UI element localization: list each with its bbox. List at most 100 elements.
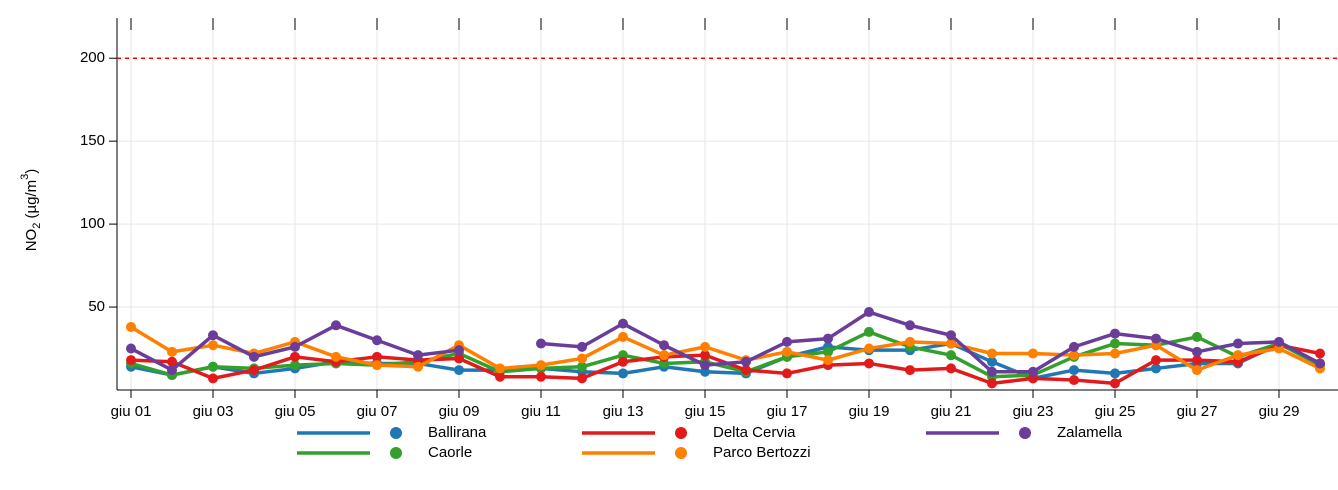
x-tick-label: giu 27 bbox=[1177, 403, 1218, 420]
data-point bbox=[1110, 368, 1120, 379]
data-point bbox=[1110, 338, 1120, 349]
y-tick-label: 200 bbox=[80, 49, 105, 66]
data-point bbox=[618, 368, 628, 379]
data-point bbox=[1233, 338, 1243, 349]
data-point bbox=[905, 365, 915, 376]
data-point bbox=[1192, 355, 1202, 366]
data-point bbox=[659, 340, 669, 351]
data-point bbox=[372, 351, 382, 362]
data-point bbox=[495, 371, 505, 382]
legend-label: Ballirana bbox=[428, 424, 487, 441]
legend-marker bbox=[390, 427, 402, 439]
x-tick-label: giu 07 bbox=[357, 403, 398, 420]
data-point bbox=[946, 338, 956, 349]
legend-marker bbox=[390, 447, 402, 459]
data-point bbox=[208, 373, 218, 384]
data-point bbox=[1069, 365, 1079, 376]
x-tick-label: giu 05 bbox=[275, 403, 316, 420]
data-point bbox=[987, 356, 997, 367]
data-point bbox=[495, 363, 505, 374]
data-point bbox=[618, 356, 628, 367]
data-point bbox=[290, 360, 300, 371]
data-point bbox=[577, 353, 587, 364]
data-point bbox=[700, 350, 710, 361]
legend-label: Zalamella bbox=[1057, 424, 1123, 441]
data-point bbox=[659, 350, 669, 361]
data-point bbox=[700, 341, 710, 352]
data-point bbox=[1233, 350, 1243, 361]
x-tick-label: giu 11 bbox=[521, 403, 561, 420]
data-point bbox=[1274, 336, 1284, 347]
data-point bbox=[1069, 350, 1079, 361]
data-point bbox=[618, 318, 628, 329]
data-point bbox=[1028, 366, 1038, 377]
legend-marker bbox=[1019, 427, 1031, 439]
data-point bbox=[454, 365, 464, 376]
data-point bbox=[946, 330, 956, 341]
data-point bbox=[249, 351, 259, 362]
data-point bbox=[1028, 348, 1038, 359]
x-tick-label: giu 09 bbox=[439, 403, 480, 420]
data-point bbox=[167, 346, 177, 357]
data-point bbox=[454, 353, 464, 364]
data-point bbox=[372, 360, 382, 371]
data-point bbox=[946, 363, 956, 374]
data-point bbox=[577, 341, 587, 352]
data-point bbox=[577, 361, 587, 372]
data-point bbox=[536, 338, 546, 349]
data-point bbox=[1069, 341, 1079, 352]
data-point bbox=[741, 356, 751, 367]
data-point bbox=[618, 331, 628, 342]
data-point bbox=[782, 346, 792, 357]
y-tick-label: 150 bbox=[80, 132, 105, 149]
data-point bbox=[249, 365, 259, 376]
data-point bbox=[454, 345, 464, 356]
data-point bbox=[823, 333, 833, 344]
data-point bbox=[905, 320, 915, 331]
data-point bbox=[1151, 363, 1161, 374]
data-point bbox=[1315, 358, 1325, 369]
data-point bbox=[987, 378, 997, 389]
x-tick-label: giu 23 bbox=[1013, 403, 1054, 420]
x-tick-label: giu 01 bbox=[111, 403, 152, 420]
data-point bbox=[782, 368, 792, 379]
data-point bbox=[126, 321, 136, 332]
data-point bbox=[700, 360, 710, 371]
data-point bbox=[1192, 365, 1202, 376]
data-point bbox=[1069, 375, 1079, 386]
data-point bbox=[1110, 348, 1120, 359]
y-tick-label: 100 bbox=[80, 215, 105, 232]
data-point bbox=[577, 373, 587, 384]
data-point bbox=[946, 350, 956, 361]
data-point bbox=[1151, 355, 1161, 366]
legend-label: Delta Cervia bbox=[713, 424, 796, 441]
data-point bbox=[413, 361, 423, 372]
data-point bbox=[864, 358, 874, 369]
data-point bbox=[413, 350, 423, 361]
y-axis-label: NO2 (µg/m3) bbox=[19, 169, 43, 252]
data-point bbox=[823, 355, 833, 366]
data-point bbox=[126, 355, 136, 366]
data-point bbox=[1192, 331, 1202, 342]
data-point bbox=[864, 343, 874, 354]
data-point bbox=[1315, 348, 1325, 359]
data-point bbox=[126, 343, 136, 354]
legend-marker bbox=[675, 427, 687, 439]
x-tick-label: giu 17 bbox=[767, 403, 808, 420]
data-point bbox=[290, 351, 300, 362]
data-point bbox=[905, 336, 915, 347]
data-point bbox=[987, 366, 997, 377]
data-point bbox=[290, 341, 300, 352]
data-point bbox=[536, 371, 546, 382]
x-tick-label: giu 25 bbox=[1095, 403, 1136, 420]
data-point bbox=[208, 330, 218, 341]
x-tick-label: giu 13 bbox=[603, 403, 644, 420]
data-point bbox=[1192, 346, 1202, 357]
data-point bbox=[167, 356, 177, 367]
data-point bbox=[536, 360, 546, 371]
data-point bbox=[1110, 378, 1120, 389]
data-point bbox=[331, 320, 341, 331]
x-tick-label: giu 21 bbox=[931, 403, 972, 420]
data-point bbox=[987, 348, 997, 359]
